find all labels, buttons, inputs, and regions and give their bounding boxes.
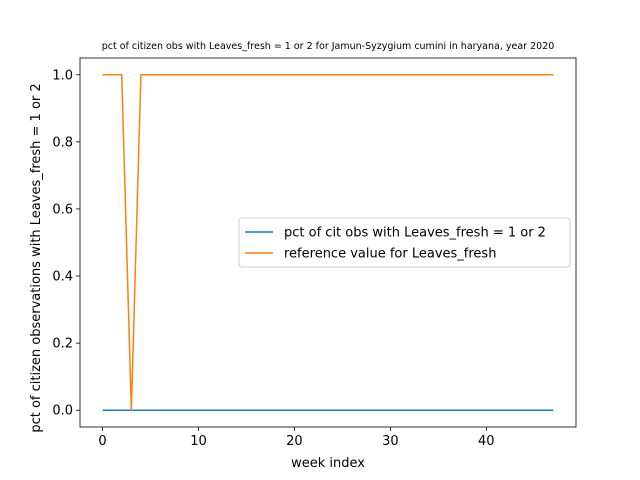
x-tick-label: 30 — [382, 434, 399, 449]
y-tick-label: 1.0 — [52, 68, 73, 83]
y-tick-label: 0.2 — [52, 337, 73, 352]
x-tick-label: 10 — [190, 434, 207, 449]
legend: pct of cit obs with Leaves_fresh = 1 or … — [238, 217, 571, 268]
legend-label-2: reference value for Leaves_fresh — [284, 247, 496, 262]
legend-label-1: pct of cit obs with Leaves_fresh = 1 or … — [284, 226, 546, 241]
series-line-2 — [102, 74, 554, 411]
y-tick-label: 0.0 — [52, 404, 73, 419]
y-tick-label: 0.8 — [52, 135, 73, 150]
axes-frame — [79, 57, 577, 428]
chart-title: pct of citizen obs with Leaves_fresh = 1… — [102, 41, 555, 52]
legend-box — [238, 217, 571, 268]
x-tick-label: 20 — [286, 434, 303, 449]
y-axis-label: pct of citizen observations with Leaves_… — [29, 83, 44, 432]
y-tick-label: 0.4 — [52, 270, 73, 285]
y-tick-label: 0.6 — [52, 202, 73, 217]
x-axis-label: week index — [291, 456, 365, 471]
x-tick-label: 0 — [98, 434, 106, 449]
x-tick-label: 40 — [478, 434, 495, 449]
plot-area: 0 10 20 30 40 0.0 0.2 0.4 0.6 0.8 1.0 — [52, 57, 577, 449]
